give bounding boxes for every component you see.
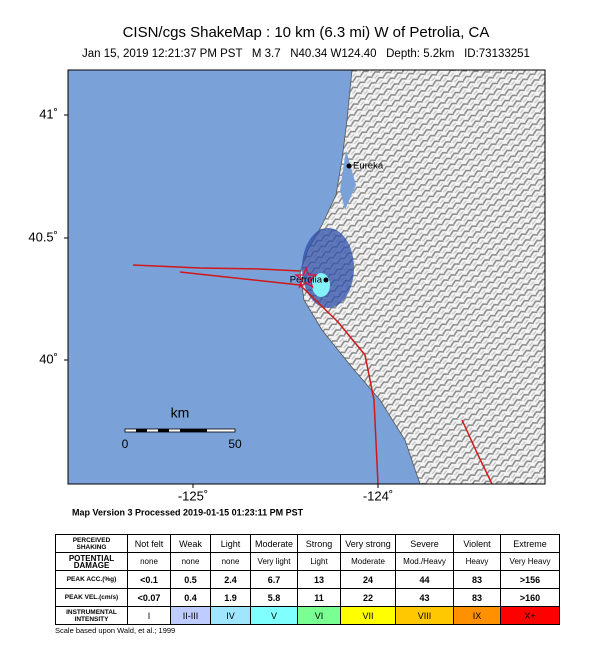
- row-header: PEAK VEL.(cm/s): [55, 588, 128, 607]
- legend-row: INSTRUMENTAL INTENSITY I II-III IV V VI VII VII…: [55, 606, 560, 625]
- legend-cell: VIII: [395, 606, 454, 625]
- legend-cell: 44: [395, 570, 454, 589]
- legend-cell: VI: [297, 606, 341, 625]
- fault: [461, 419, 493, 484]
- legend-cell: 24: [340, 570, 396, 589]
- legend-cell: 11: [297, 588, 341, 607]
- row-header: PERCEIVED SHAKING: [55, 534, 128, 553]
- legend-cell: Moderate: [250, 534, 298, 553]
- legend-cell: VII: [340, 606, 396, 625]
- lon-label: -124˚: [363, 488, 393, 503]
- legend-cell: IV: [210, 606, 251, 625]
- legend-cell: 83: [453, 588, 501, 607]
- legend-cell: none: [170, 552, 211, 571]
- legend-row: POTENTIAL DAMAGE none none none Very light Li…: [55, 552, 560, 571]
- subtitle: Jan 15, 2019 12:21:37 PM PST M 3.7 N40.3…: [82, 48, 530, 60]
- legend-cell: Light: [297, 552, 341, 571]
- place-label: Petrolia: [290, 275, 323, 286]
- legend-cell: <0.07: [127, 588, 171, 607]
- title: CISN/cgs ShakeMap : 10 km (6.3 mi) W of …: [123, 24, 490, 41]
- legend-cell: Heavy: [453, 552, 501, 571]
- scale-bar: km 0 50: [122, 405, 242, 451]
- map-version: Map Version 3 Processed 2019-01-15 01:23…: [72, 507, 304, 517]
- scale-label: 0: [122, 437, 129, 451]
- city-dot: [346, 163, 352, 169]
- legend-cell: IX: [453, 606, 501, 625]
- lat-label: 40.5˚: [28, 229, 58, 244]
- lat-label: 40˚: [39, 351, 58, 366]
- fault: [179, 271, 379, 484]
- legend-cell: 1.9: [210, 588, 251, 607]
- legend-cell: Extreme: [500, 534, 560, 553]
- legend-cell: Violent: [453, 534, 501, 553]
- legend-cell: 6.7: [250, 570, 298, 589]
- legend-cell: 13: [297, 570, 341, 589]
- intensity-area: [302, 228, 354, 308]
- legend-cell: none: [127, 552, 171, 571]
- legend-cell: Strong: [297, 534, 341, 553]
- legend-cell: 5.8: [250, 588, 298, 607]
- place-label: Eureka: [353, 161, 384, 172]
- legend-cell: Weak: [170, 534, 211, 553]
- row-header: INSTRUMENTAL INTENSITY: [55, 606, 128, 625]
- row-header: PEAK ACC.(%g): [55, 570, 128, 589]
- legend-cell: >160: [500, 588, 560, 607]
- legend-cell: <0.1: [127, 570, 171, 589]
- lat-label: 41˚: [39, 106, 58, 121]
- legend-cell: 83: [453, 570, 501, 589]
- row-header: POTENTIAL DAMAGE: [55, 552, 128, 571]
- legend-cell: Moderate: [340, 552, 396, 571]
- legend-cell: Very strong: [340, 534, 396, 553]
- fault: [132, 264, 301, 272]
- legend-cell: V: [250, 606, 298, 625]
- frame-ticks: [64, 114, 379, 488]
- scale-label: 50: [228, 437, 242, 451]
- legend-cell: Severe: [395, 534, 454, 553]
- legend-cell: II-III: [170, 606, 211, 625]
- legend-cell: 2.4: [210, 570, 251, 589]
- legend-row: PERCEIVED SHAKING Not felt Weak Light Modera…: [55, 534, 560, 553]
- legend-cell: 0.5: [170, 570, 211, 589]
- legend-cell: Light: [210, 534, 251, 553]
- legend-row: PEAK ACC.(%g) <0.1 0.5 2.4 6.7 13 24 44 83 >156: [55, 570, 560, 589]
- epicenter: [294, 266, 318, 289]
- legend-cell: >156: [500, 570, 560, 589]
- map-area: Eureka Petrolia km 0 50: [68, 70, 545, 484]
- legend-cell: 0.4: [170, 588, 211, 607]
- map-frame: [67, 69, 546, 485]
- legend-cell: Very Heavy: [500, 552, 560, 571]
- legend-cell: none: [210, 552, 251, 571]
- legend-cell: 22: [340, 588, 396, 607]
- city-dot: [323, 277, 329, 283]
- scale-unit: km: [171, 405, 190, 421]
- legend-cell: X+: [500, 606, 560, 625]
- legend-row: PEAK VEL.(cm/s) <0.07 0.4 1.9 5.8 11 22 43 83 >16…: [55, 588, 560, 607]
- land: [299, 70, 545, 484]
- legend-cell: Very light: [250, 552, 298, 571]
- legend-note: Scale based upon Wald, et al.; 1999: [55, 626, 176, 635]
- lon-label: -125˚: [178, 488, 208, 503]
- legend-cell: Not felt: [127, 534, 171, 553]
- legend-cell: I: [127, 606, 171, 625]
- legend-cell: Mod./Heavy: [395, 552, 454, 571]
- legend-cell: 43: [395, 588, 454, 607]
- intensity-legend: PERCEIVED SHAKING Not felt Weak Light Modera…: [55, 534, 560, 625]
- bay: [340, 150, 356, 210]
